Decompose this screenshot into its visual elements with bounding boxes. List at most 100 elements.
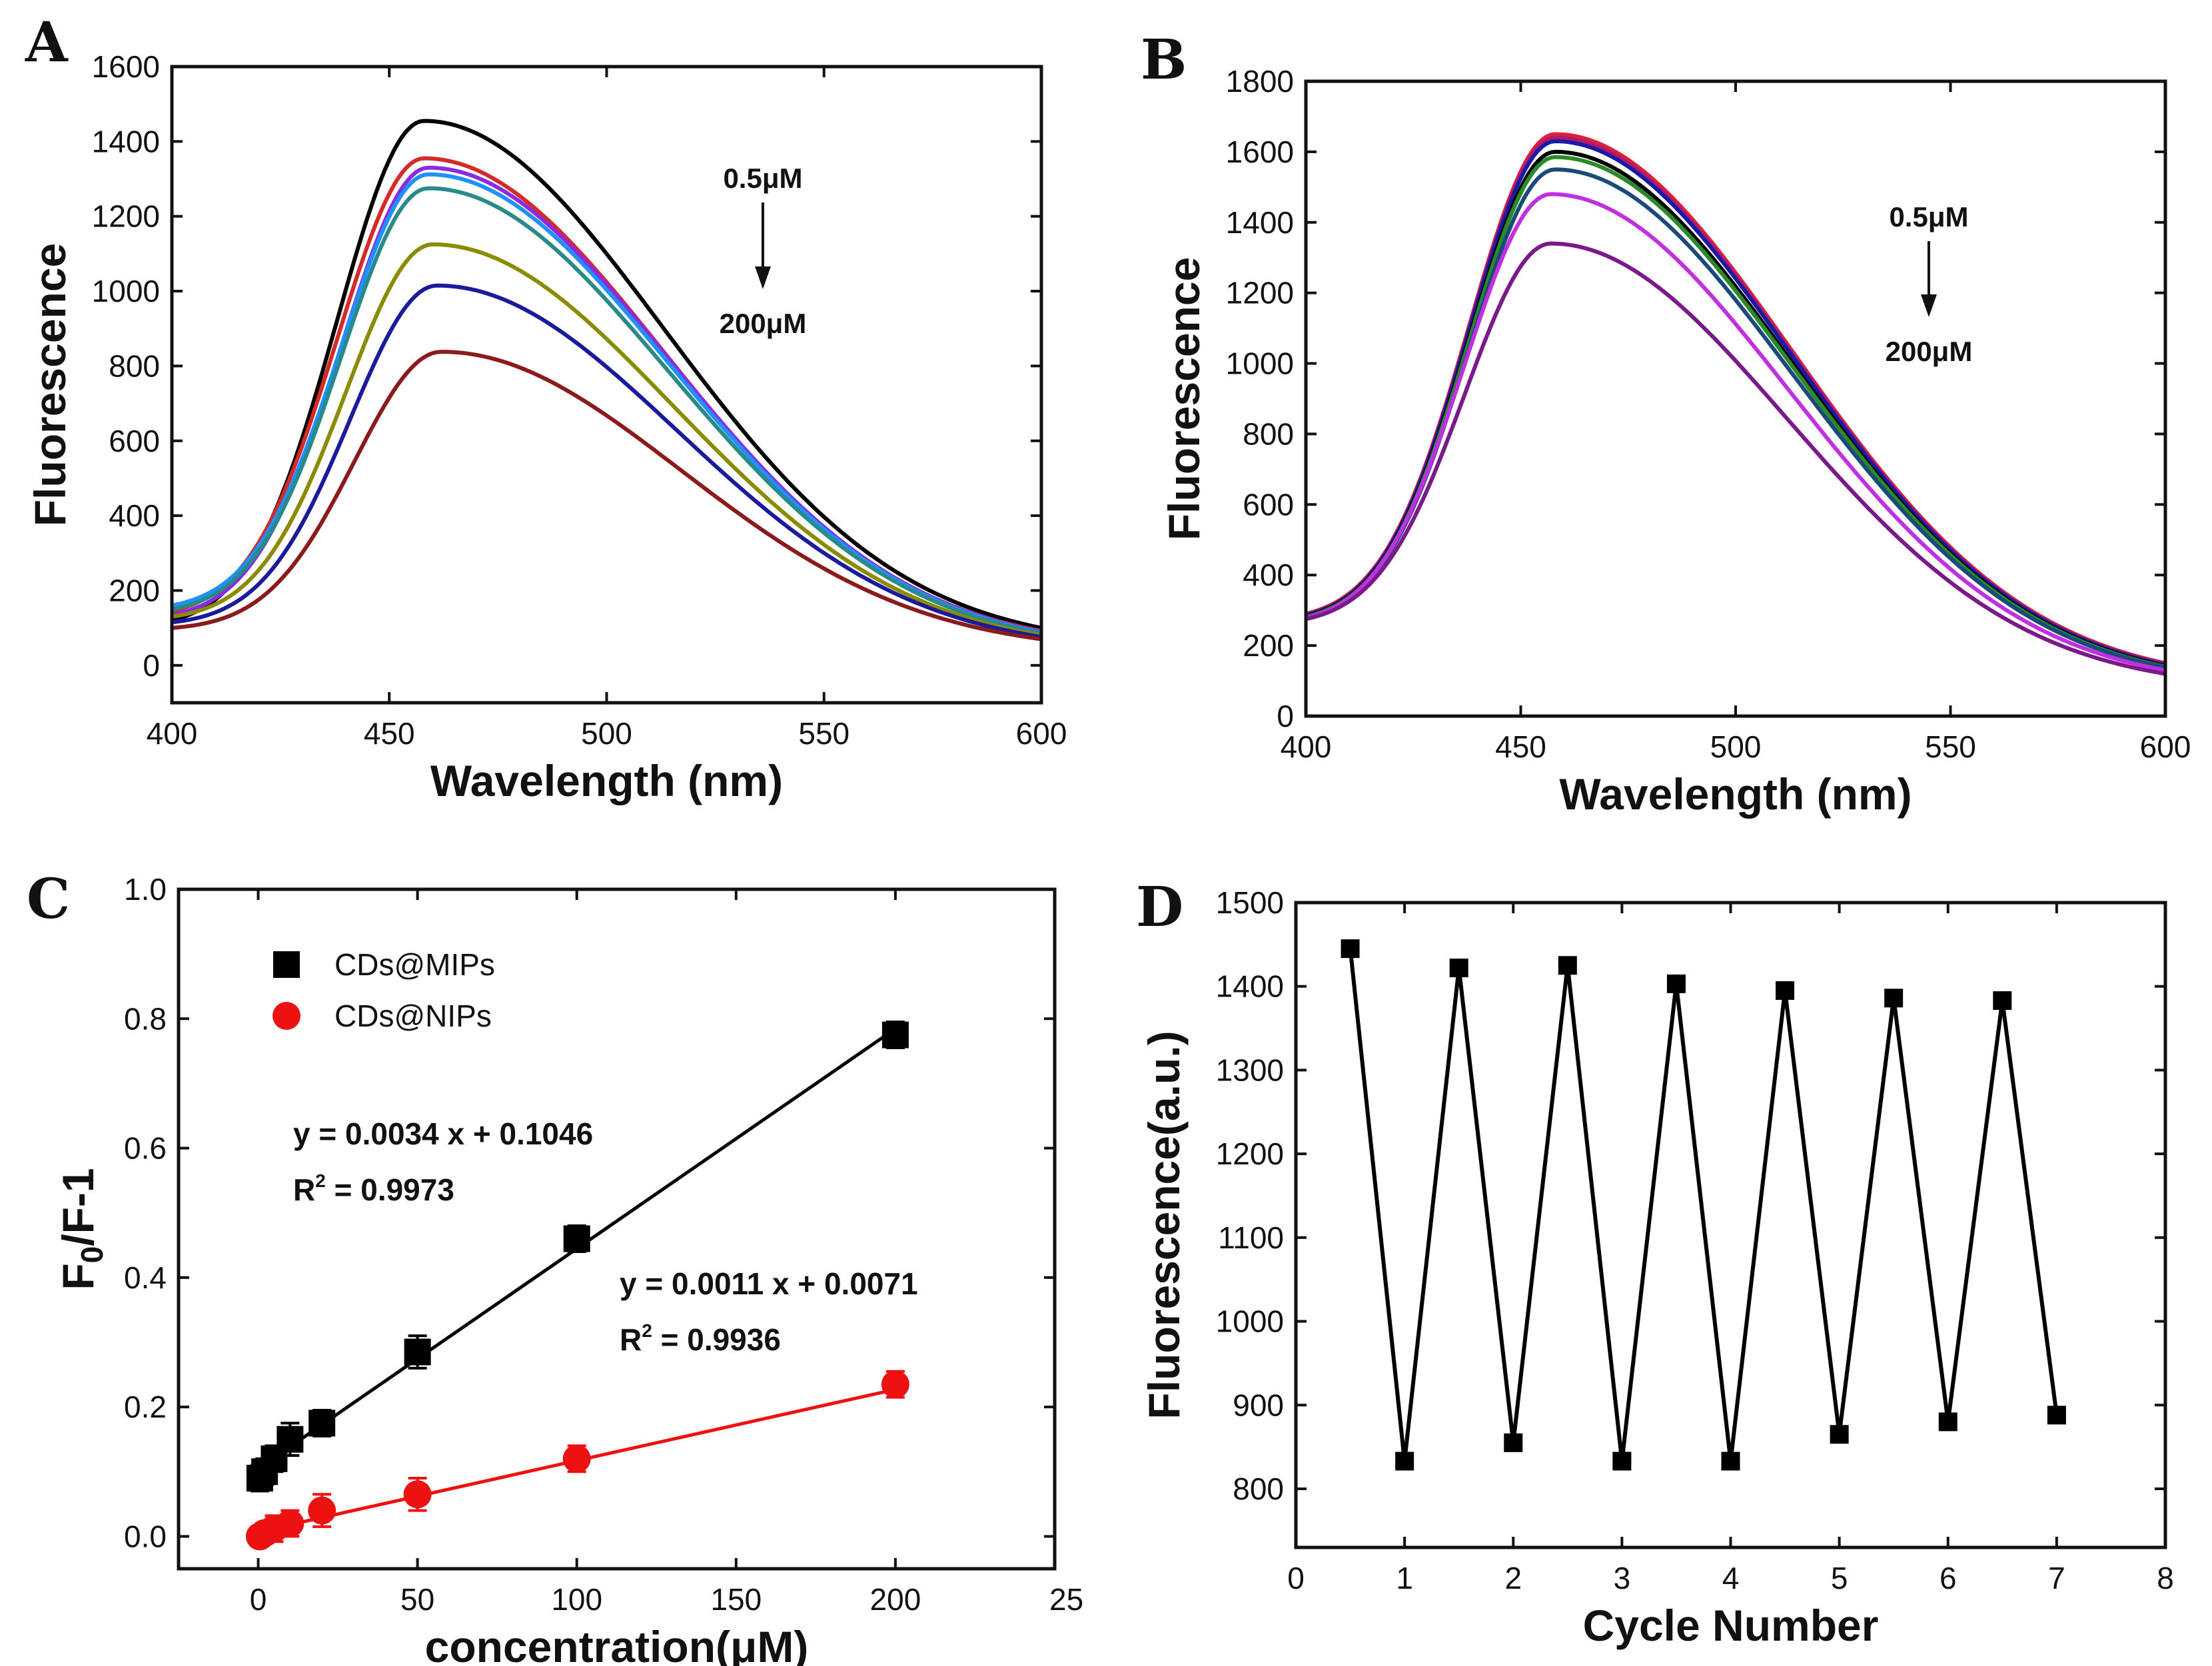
y-tick-label: 0	[143, 648, 160, 683]
x-tick-label: 5	[1831, 1561, 1848, 1595]
data-point-square	[404, 1338, 431, 1366]
y-tick-label: 1400	[1226, 205, 1294, 240]
x-tick-label: 500	[581, 716, 632, 751]
cycle-point	[1830, 1425, 1849, 1444]
y-tick-label: 1200	[1216, 1136, 1284, 1171]
x-axis-title: Wavelength (nm)	[1559, 769, 1912, 819]
x-axis-title: concentration(μM)	[425, 1622, 809, 1666]
fit-r-squared: R2 = 0.9936	[620, 1320, 781, 1357]
cycle-point	[1341, 939, 1360, 959]
data-point-circle	[562, 1444, 591, 1473]
x-tick-label: 50	[400, 1582, 434, 1617]
annotation-start-concentration: 0.5μM	[1889, 201, 1968, 232]
y-tick-label: 600	[109, 424, 160, 458]
panel-letter: C	[27, 867, 70, 931]
fit-equation: y = 0.0034 x + 0.1046	[293, 1116, 593, 1151]
y-tick-label: 1000	[92, 274, 160, 308]
spectrum-curve	[1305, 167, 2166, 669]
y-tick-label: 200	[1243, 628, 1294, 663]
cycle-point	[1776, 981, 1795, 1000]
x-tick-label: 4	[1722, 1561, 1740, 1595]
y-tick-label: 900	[1233, 1388, 1284, 1422]
y-tick-label: 1000	[1216, 1304, 1284, 1339]
x-tick-label: 3	[1614, 1561, 1631, 1595]
r-squared-superscript: 2	[315, 1170, 326, 1191]
cycle-point	[1884, 989, 1904, 1008]
data-point-square	[563, 1225, 590, 1252]
spectrum-curve	[171, 165, 1042, 634]
x-tick-label: 0	[1287, 1561, 1305, 1595]
y-tick-label: 800	[109, 348, 160, 383]
spectrum-curve	[171, 242, 1042, 637]
data-point-circle	[308, 1496, 336, 1525]
y-axis-title: Fluorescence	[25, 243, 75, 527]
x-tick-label: 100	[551, 1582, 602, 1617]
y-tick-label: 400	[1243, 558, 1294, 592]
cycle-point	[1504, 1433, 1523, 1452]
x-tick-label: 550	[798, 716, 849, 751]
annotation-arrow-head	[1921, 294, 1937, 317]
y-tick-label: 0.0	[124, 1519, 167, 1553]
y-tick-label: 1600	[1226, 135, 1294, 169]
spectrum-curve	[1305, 192, 2166, 673]
x-tick-label: 400	[1281, 729, 1332, 764]
annotation-end-concentration: 200μM	[720, 308, 807, 339]
y-tick-label: 0.6	[124, 1131, 167, 1166]
legend-label: CDs@MIPs	[334, 947, 495, 982]
cycle-point	[1721, 1452, 1740, 1471]
x-tick-label: 550	[1925, 729, 1976, 764]
y-tick-label: 0.8	[124, 1001, 167, 1036]
y-axis-title-main: F	[53, 1263, 103, 1290]
spectrum-curve	[171, 350, 1042, 641]
y-tick-label: 1200	[1226, 276, 1294, 310]
x-tick-label: 450	[364, 716, 415, 751]
x-tick-label: 1	[1396, 1561, 1413, 1595]
cycle-point	[1938, 1412, 1957, 1432]
x-tick-label: 7	[2048, 1561, 2065, 1595]
x-tick-label: 6	[1939, 1561, 1957, 1595]
spectrum-curve	[171, 283, 1042, 639]
spectrum-curve	[1305, 155, 2166, 669]
y-tick-label: 800	[1233, 1471, 1284, 1506]
x-tick-label: 2	[1504, 1561, 1522, 1595]
panel-letter: B	[1141, 28, 1187, 92]
panel-c: C 0 50 100 150 200 0.0 0.2 0.4 0.6 0.8 1.0 concentra…	[27, 867, 1083, 1666]
x-axis-title: Cycle Number	[1583, 1601, 1879, 1650]
y-axis-title: Fluorescence	[1159, 257, 1209, 541]
x-tick-label: 600	[1016, 716, 1067, 751]
spectrum-curve	[1305, 139, 2166, 667]
y-axis-title-subscript: 0	[75, 1246, 109, 1264]
fit-equation: y = 0.0011 x + 0.0071	[620, 1266, 918, 1301]
r-squared-symbol: R	[620, 1322, 642, 1357]
cycle-point	[1993, 991, 2012, 1011]
y-tick-label: 1100	[1218, 1220, 1284, 1255]
panel-b: B 400 450 500 550 600 0 200 400 600 800 1000 1200 140…	[1141, 28, 2191, 819]
cycle-point	[2047, 1406, 2066, 1425]
y-tick-label: 1200	[92, 199, 160, 234]
y-tick-label: 0.2	[124, 1390, 167, 1424]
panel-a: A 400 450 500 550 600 0 200 400 600 800 1000 1200 140…	[25, 11, 1067, 805]
spectrum-curve	[171, 172, 1042, 635]
panel-letter: D	[1136, 875, 1183, 939]
x-tick-label: 0	[250, 1582, 267, 1617]
cycle-line	[1348, 948, 2059, 1461]
r-squared-superscript: 2	[642, 1320, 652, 1341]
panel-letter: A	[25, 11, 69, 75]
spectrum-curve	[171, 119, 1042, 630]
legend-marker-square	[273, 951, 300, 978]
y-tick-label: 1400	[92, 124, 160, 159]
x-tick-label: 400	[147, 716, 198, 751]
data-point-circle	[881, 1370, 909, 1399]
x-tick-label-clipped: 25	[1049, 1582, 1083, 1617]
x-tick-label: 500	[1710, 729, 1762, 764]
spectrum-curve	[1305, 135, 2166, 666]
annotation-end-concentration: 200μM	[1886, 336, 1973, 367]
data-point-circle	[403, 1480, 432, 1509]
spectrum-curve	[1305, 132, 2166, 665]
y-axis-title: Fluorescence(a.u.)	[1139, 1031, 1189, 1419]
cycle-point	[1449, 959, 1468, 978]
y-tick-label: 1.0	[124, 872, 167, 907]
r-squared-value: = 0.9973	[326, 1172, 454, 1207]
cycle-point	[1558, 956, 1577, 975]
